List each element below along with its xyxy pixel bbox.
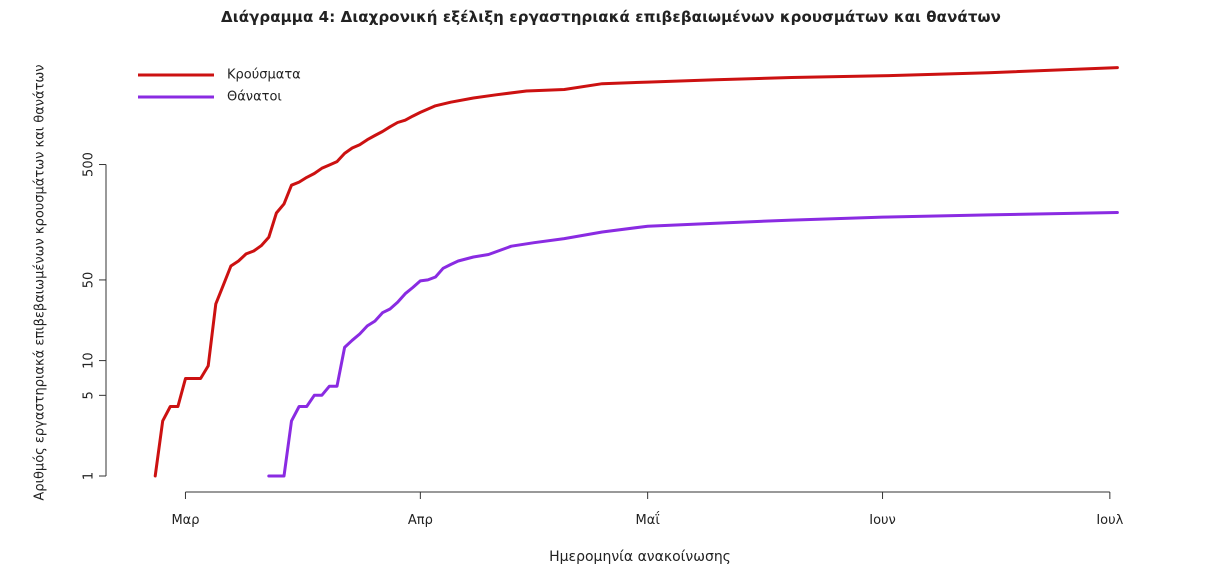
axes: 1 5 10 50 500 Μαρ Απρ Μαΐ Ιουν Ιουλ: [82, 152, 1124, 528]
legend: Κρούσματα Θάνατοι: [138, 68, 301, 105]
legend-label: Θάνατοι: [227, 90, 282, 105]
x-tick-label: Ιουλ: [1096, 513, 1123, 528]
x-tick-label: Ιουν: [869, 513, 896, 528]
y-tick-label: 500: [82, 152, 97, 177]
series-line-deaths: [267, 211, 1119, 478]
y-tick-label: 10: [82, 352, 97, 369]
y-tick-label: 50: [82, 272, 97, 289]
series-line-cases: [153, 66, 1119, 478]
y-tick-label: 1: [82, 472, 97, 480]
x-tick-label: Μαρ: [171, 513, 199, 528]
y-tick-label: 5: [82, 391, 97, 399]
x-tick-label: Μαΐ: [636, 512, 661, 528]
x-tick-label: Απρ: [408, 513, 433, 528]
chart-title: Διάγραμμα 4: Διαχρονική εξέλιξη εργαστηρ…: [221, 8, 1001, 26]
series-layer: [153, 66, 1119, 478]
legend-label: Κρούσματα: [227, 68, 301, 83]
x-axis-label: Ημερομηνία ανακοίνωσης: [549, 549, 731, 565]
